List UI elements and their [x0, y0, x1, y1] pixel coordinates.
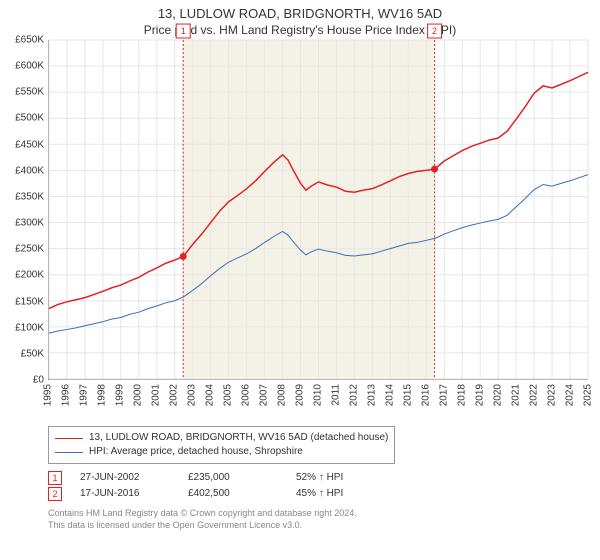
x-tick-label: 1995: [43, 384, 54, 406]
x-tick-label: 2010: [313, 384, 324, 406]
sale-row-1: 1 27-JUN-2002 £235,000 52% ↑ HPI: [48, 470, 588, 486]
y-tick-label: £50K: [21, 348, 44, 359]
y-axis: £0£50K£100K£150K£200K£250K£300K£350K£400…: [0, 40, 48, 380]
sale-num-box: 2: [48, 487, 62, 501]
y-tick-label: £300K: [15, 218, 44, 229]
legend-row-price_paid: 13, LUDLOW ROAD, BRIDGNORTH, WV16 5AD (d…: [55, 431, 388, 445]
sale-diff: 45% ↑ HPI: [296, 486, 386, 502]
x-tick-label: 2020: [493, 384, 504, 406]
sale-date: 17-JUN-2016: [80, 486, 170, 502]
sale-price: £235,000: [188, 470, 278, 486]
legend-box: 13, LUDLOW ROAD, BRIDGNORTH, WV16 5AD (d…: [48, 426, 395, 464]
chart-subtitle: Price paid vs. HM Land Registry's House …: [0, 23, 600, 41]
grid-vertical: [49, 40, 588, 379]
x-tick-label: 2016: [421, 384, 432, 406]
sale-marker-num-1: 1: [181, 26, 186, 36]
x-tick-label: 2007: [259, 384, 270, 406]
sales-table: 1 27-JUN-2002 £235,000 52% ↑ HPI 2 17-JUN-201…: [48, 470, 588, 502]
legend-area: 13, LUDLOW ROAD, BRIDGNORTH, WV16 5AD (d…: [48, 426, 588, 531]
legend-swatch: [55, 452, 83, 453]
chart-area: £0£50K£100K£150K£200K£250K£300K£350K£400…: [0, 40, 600, 420]
y-tick-label: £400K: [15, 165, 44, 176]
x-tick-label: 2022: [529, 384, 540, 406]
x-tick-label: 2011: [331, 384, 342, 406]
x-tick-label: 2013: [367, 384, 378, 406]
x-tick-label: 2009: [295, 384, 306, 406]
x-tick-label: 2018: [457, 384, 468, 406]
y-tick-label: £200K: [15, 270, 44, 281]
legend-swatch: [55, 438, 83, 439]
x-tick-label: 2004: [205, 384, 216, 406]
x-tick-label: 2014: [385, 384, 396, 406]
footer-line-1: Contains HM Land Registry data © Crown c…: [48, 508, 588, 520]
y-tick-label: £250K: [15, 244, 44, 255]
x-tick-label: 2005: [223, 384, 234, 406]
x-tick-label: 2015: [403, 384, 414, 406]
x-tick-label: 2025: [583, 384, 594, 406]
y-tick-label: £150K: [15, 296, 44, 307]
y-tick-label: £600K: [15, 61, 44, 72]
sale-marker-num-2: 2: [432, 26, 437, 36]
sale-price: £402,500: [188, 486, 278, 502]
sale-date: 27-JUN-2002: [80, 470, 170, 486]
y-tick-label: £350K: [15, 191, 44, 202]
x-tick-label: 2000: [133, 384, 144, 406]
chart-title: 13, LUDLOW ROAD, BRIDGNORTH, WV16 5AD: [0, 0, 600, 23]
plot-area: 12: [48, 40, 588, 380]
x-tick-label: 1999: [115, 384, 126, 406]
footer-line-2: This data is licensed under the Open Gov…: [48, 520, 588, 532]
x-tick-label: 2021: [511, 384, 522, 406]
x-axis: 1995199619971998199920002001200220032004…: [48, 380, 588, 420]
x-tick-label: 1998: [97, 384, 108, 406]
y-tick-label: £100K: [15, 322, 44, 333]
x-tick-label: 2003: [187, 384, 198, 406]
sale-dot-1: [180, 253, 187, 260]
y-tick-label: £500K: [15, 113, 44, 124]
x-tick-label: 1997: [79, 384, 90, 406]
x-tick-label: 2012: [349, 384, 360, 406]
x-tick-label: 2008: [277, 384, 288, 406]
sale-num-box: 1: [48, 471, 62, 485]
y-tick-label: £450K: [15, 139, 44, 150]
x-tick-label: 2002: [169, 384, 180, 406]
legend-label: 13, LUDLOW ROAD, BRIDGNORTH, WV16 5AD (d…: [89, 431, 388, 445]
y-tick-label: £650K: [15, 35, 44, 46]
y-tick-label: £550K: [15, 87, 44, 98]
x-tick-label: 2024: [565, 384, 576, 406]
footer-attribution: Contains HM Land Registry data © Crown c…: [48, 508, 588, 531]
x-tick-label: 1996: [61, 384, 72, 406]
sale-row-2: 2 17-JUN-2016 £402,500 45% ↑ HPI: [48, 486, 588, 502]
sale-diff: 52% ↑ HPI: [296, 470, 386, 486]
x-tick-label: 2001: [151, 384, 162, 406]
x-tick-label: 2017: [439, 384, 450, 406]
x-tick-label: 2006: [241, 384, 252, 406]
plot-svg: 12: [49, 40, 588, 379]
x-tick-label: 2023: [547, 384, 558, 406]
legend-label: HPI: Average price, detached house, Shro…: [89, 445, 303, 459]
sale-dot-2: [431, 166, 438, 173]
legend-row-hpi: HPI: Average price, detached house, Shro…: [55, 445, 388, 459]
x-tick-label: 2019: [475, 384, 486, 406]
